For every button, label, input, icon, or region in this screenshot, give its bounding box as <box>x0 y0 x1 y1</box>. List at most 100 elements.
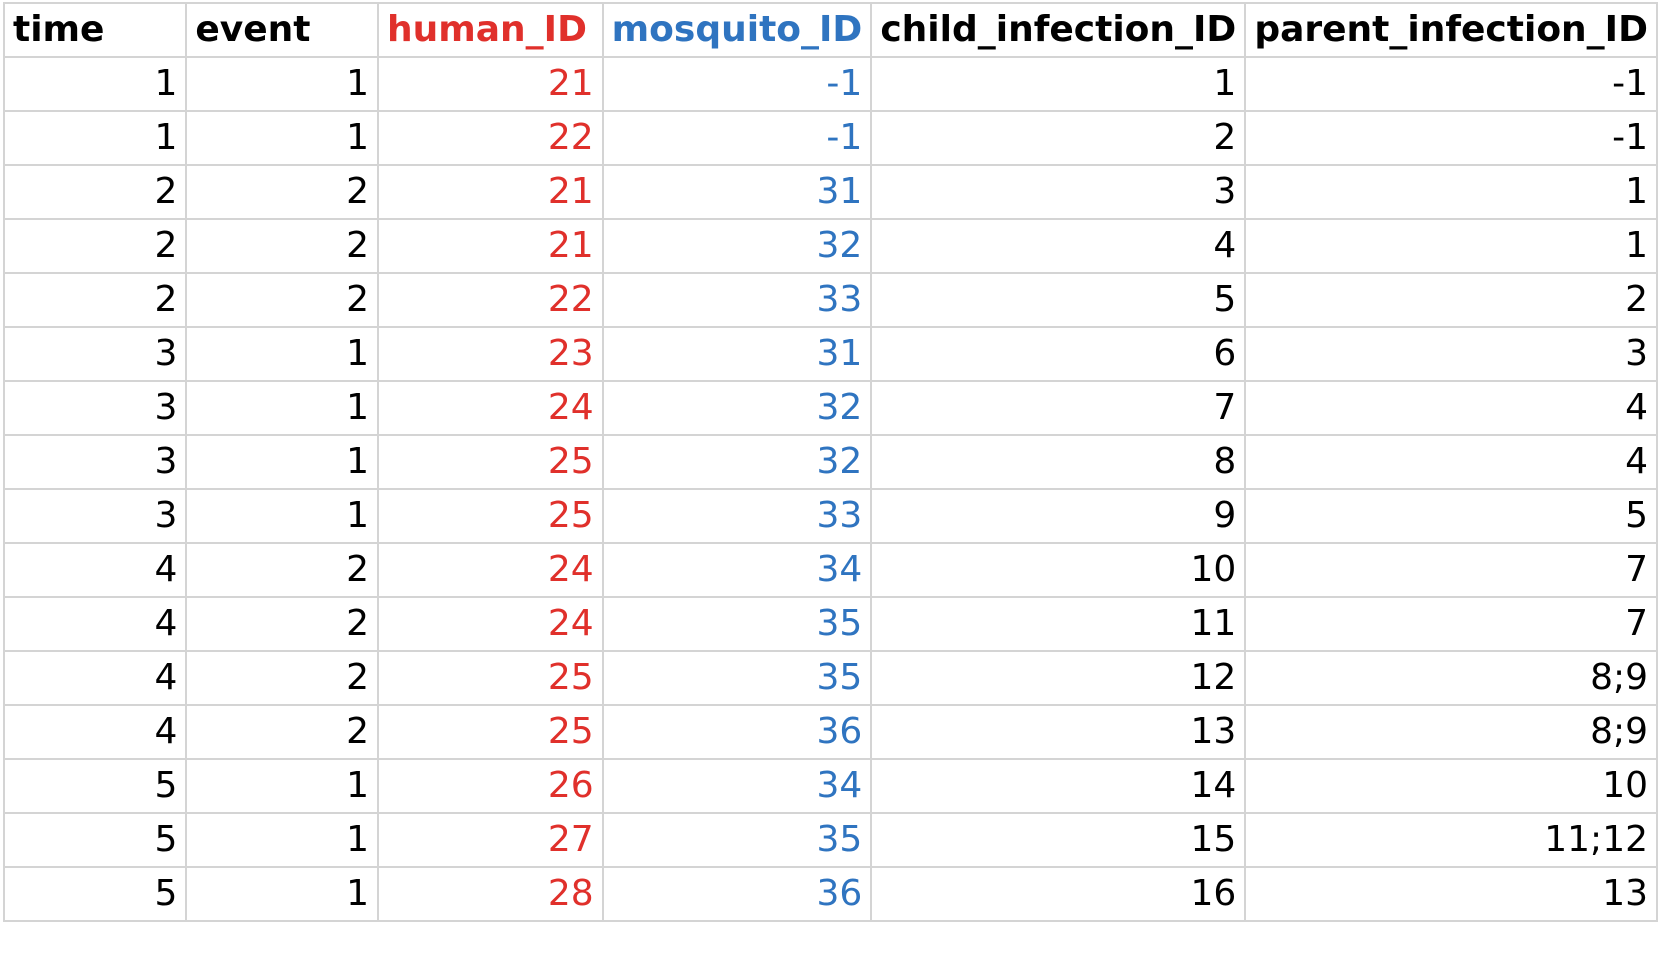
column-header-mosquito-id[interactable]: mosquito_ID <box>601 2 873 58</box>
column-header-child-infection-id[interactable]: child_infection_ID <box>870 2 1247 58</box>
cell-time[interactable]: 2 <box>2 164 188 220</box>
cell-child-infection-id[interactable]: 5 <box>870 272 1247 328</box>
cell-parent-infection-id[interactable]: 3 <box>1244 326 1658 382</box>
cell-event[interactable]: 1 <box>185 434 379 490</box>
cell-time[interactable]: 4 <box>2 542 188 598</box>
cell-human-id[interactable]: 25 <box>376 650 604 706</box>
cell-mosquito-id[interactable]: 31 <box>601 326 873 382</box>
cell-time[interactable]: 3 <box>2 488 188 544</box>
cell-child-infection-id[interactable]: 6 <box>870 326 1247 382</box>
cell-parent-infection-id[interactable]: 1 <box>1244 218 1658 274</box>
cell-child-infection-id[interactable]: 14 <box>870 758 1247 814</box>
cell-parent-infection-id[interactable]: 7 <box>1244 596 1658 652</box>
cell-time[interactable]: 5 <box>2 812 188 868</box>
cell-child-infection-id[interactable]: 7 <box>870 380 1247 436</box>
cell-mosquito-id[interactable]: 34 <box>601 758 873 814</box>
cell-parent-infection-id[interactable]: 5 <box>1244 488 1658 544</box>
cell-event[interactable]: 2 <box>185 542 379 598</box>
cell-child-infection-id[interactable]: 11 <box>870 596 1247 652</box>
cell-human-id[interactable]: 24 <box>376 542 604 598</box>
cell-child-infection-id[interactable]: 12 <box>870 650 1247 706</box>
cell-parent-infection-id[interactable]: 1 <box>1244 164 1658 220</box>
cell-parent-infection-id[interactable]: 2 <box>1244 272 1658 328</box>
cell-event[interactable]: 1 <box>185 866 379 922</box>
cell-human-id[interactable]: 21 <box>376 218 604 274</box>
cell-human-id[interactable]: 24 <box>376 380 604 436</box>
cell-parent-infection-id[interactable]: 8;9 <box>1244 650 1658 706</box>
cell-parent-infection-id[interactable]: 7 <box>1244 542 1658 598</box>
cell-child-infection-id[interactable]: 4 <box>870 218 1247 274</box>
cell-event[interactable]: 1 <box>185 758 379 814</box>
cell-mosquito-id[interactable]: 32 <box>601 434 873 490</box>
cell-time[interactable]: 4 <box>2 596 188 652</box>
cell-time[interactable]: 3 <box>2 434 188 490</box>
cell-event[interactable]: 1 <box>185 380 379 436</box>
cell-event[interactable]: 1 <box>185 326 379 382</box>
cell-human-id[interactable]: 25 <box>376 488 604 544</box>
cell-event[interactable]: 2 <box>185 164 379 220</box>
cell-event[interactable]: 2 <box>185 650 379 706</box>
cell-mosquito-id[interactable]: 36 <box>601 704 873 760</box>
cell-child-infection-id[interactable]: 13 <box>870 704 1247 760</box>
cell-event[interactable]: 2 <box>185 704 379 760</box>
cell-parent-infection-id[interactable]: 11;12 <box>1244 812 1658 868</box>
cell-event[interactable]: 1 <box>185 488 379 544</box>
cell-event[interactable]: 2 <box>185 596 379 652</box>
cell-mosquito-id[interactable]: 35 <box>601 812 873 868</box>
cell-human-id[interactable]: 22 <box>376 272 604 328</box>
cell-time[interactable]: 1 <box>2 56 188 112</box>
cell-mosquito-id[interactable]: -1 <box>601 56 873 112</box>
cell-human-id[interactable]: 26 <box>376 758 604 814</box>
cell-mosquito-id[interactable]: 33 <box>601 272 873 328</box>
cell-mosquito-id[interactable]: 35 <box>601 650 873 706</box>
column-header-parent-infection-id[interactable]: parent_infection_ID <box>1244 2 1658 58</box>
cell-time[interactable]: 5 <box>2 758 188 814</box>
cell-mosquito-id[interactable]: 35 <box>601 596 873 652</box>
cell-human-id[interactable]: 28 <box>376 866 604 922</box>
cell-human-id[interactable]: 25 <box>376 434 604 490</box>
cell-event[interactable]: 2 <box>185 218 379 274</box>
cell-parent-infection-id[interactable]: 13 <box>1244 866 1658 922</box>
cell-parent-infection-id[interactable]: -1 <box>1244 56 1658 112</box>
column-header-event[interactable]: event <box>185 2 379 58</box>
cell-mosquito-id[interactable]: 32 <box>601 218 873 274</box>
cell-parent-infection-id[interactable]: 8;9 <box>1244 704 1658 760</box>
cell-mosquito-id[interactable]: -1 <box>601 110 873 166</box>
cell-event[interactable]: 1 <box>185 56 379 112</box>
cell-human-id[interactable]: 22 <box>376 110 604 166</box>
cell-mosquito-id[interactable]: 32 <box>601 380 873 436</box>
cell-human-id[interactable]: 25 <box>376 704 604 760</box>
cell-child-infection-id[interactable]: 16 <box>870 866 1247 922</box>
cell-event[interactable]: 2 <box>185 272 379 328</box>
cell-time[interactable]: 2 <box>2 218 188 274</box>
cell-time[interactable]: 4 <box>2 650 188 706</box>
cell-child-infection-id[interactable]: 10 <box>870 542 1247 598</box>
column-header-time[interactable]: time <box>2 2 188 58</box>
cell-event[interactable]: 1 <box>185 812 379 868</box>
cell-human-id[interactable]: 21 <box>376 164 604 220</box>
cell-parent-infection-id[interactable]: 10 <box>1244 758 1658 814</box>
cell-time[interactable]: 2 <box>2 272 188 328</box>
cell-parent-infection-id[interactable]: 4 <box>1244 380 1658 436</box>
cell-time[interactable]: 4 <box>2 704 188 760</box>
cell-child-infection-id[interactable]: 8 <box>870 434 1247 490</box>
cell-mosquito-id[interactable]: 34 <box>601 542 873 598</box>
cell-mosquito-id[interactable]: 31 <box>601 164 873 220</box>
cell-parent-infection-id[interactable]: -1 <box>1244 110 1658 166</box>
cell-mosquito-id[interactable]: 33 <box>601 488 873 544</box>
cell-child-infection-id[interactable]: 1 <box>870 56 1247 112</box>
cell-time[interactable]: 5 <box>2 866 188 922</box>
cell-mosquito-id[interactable]: 36 <box>601 866 873 922</box>
cell-child-infection-id[interactable]: 9 <box>870 488 1247 544</box>
cell-child-infection-id[interactable]: 15 <box>870 812 1247 868</box>
cell-child-infection-id[interactable]: 3 <box>870 164 1247 220</box>
cell-human-id[interactable]: 27 <box>376 812 604 868</box>
cell-child-infection-id[interactable]: 2 <box>870 110 1247 166</box>
cell-parent-infection-id[interactable]: 4 <box>1244 434 1658 490</box>
cell-human-id[interactable]: 21 <box>376 56 604 112</box>
cell-human-id[interactable]: 24 <box>376 596 604 652</box>
cell-event[interactable]: 1 <box>185 110 379 166</box>
cell-human-id[interactable]: 23 <box>376 326 604 382</box>
column-header-human-id[interactable]: human_ID <box>376 2 604 58</box>
cell-time[interactable]: 1 <box>2 110 188 166</box>
